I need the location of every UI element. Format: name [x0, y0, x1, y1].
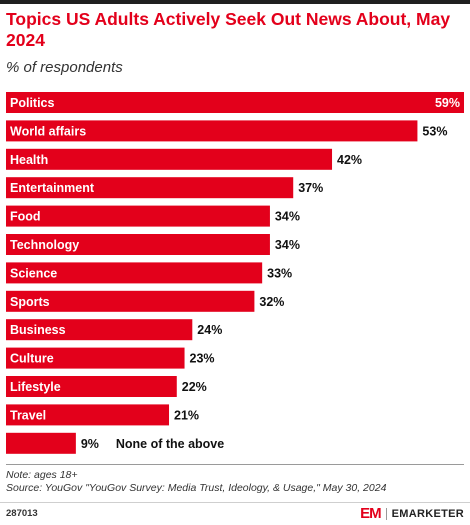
- note-divider: [6, 464, 464, 465]
- category-label-travel: Travel: [10, 408, 46, 422]
- value-label-technology: 34%: [275, 238, 300, 252]
- bar-lifestyle: [6, 376, 177, 397]
- bar-science: [6, 262, 263, 284]
- bar-culture: [6, 347, 185, 369]
- bar-world-affairs: [6, 120, 418, 142]
- value-label-culture: 23%: [190, 352, 215, 366]
- bar-chart: Politics 59% World affairs 53% Health 42% Ente…: [6, 92, 464, 454]
- chart-title: Topics US Adults Actively Seek Out News …: [6, 9, 451, 50]
- category-label-sports: Sports: [10, 295, 50, 309]
- logo-text: EMARKETER: [391, 507, 464, 520]
- value-label-health: 42%: [337, 153, 362, 167]
- value-label-entertainment: 37%: [298, 181, 323, 195]
- value-label-politics: 59%: [435, 96, 460, 110]
- chart-id: 287013: [6, 508, 38, 519]
- chart-source: Source: YouGov "YouGov Survey: Media Tru…: [6, 482, 387, 494]
- bar-business: [6, 319, 193, 341]
- value-label-sports: 32%: [259, 295, 284, 309]
- bar-food: [6, 205, 270, 227]
- category-label-politics: Politics: [10, 96, 55, 110]
- category-label-world-affairs: World affairs: [10, 124, 86, 138]
- value-label-food: 34%: [275, 210, 300, 224]
- bar-sports: [6, 290, 255, 312]
- chart-note: Note: ages 18+: [6, 469, 78, 481]
- bar-technology: [6, 234, 270, 255]
- footer-divider: [0, 502, 470, 503]
- bar-travel: [6, 404, 170, 426]
- category-label-business: Business: [10, 323, 66, 337]
- value-label-science: 33%: [267, 266, 292, 280]
- value-label-travel: 21%: [174, 408, 199, 422]
- category-label-health: Health: [10, 153, 48, 167]
- category-label-science: Science: [10, 266, 57, 280]
- category-label-technology: Technology: [10, 238, 79, 252]
- category-label-none-of-the-above: None of the above: [116, 437, 224, 451]
- logo-separator: [385, 507, 387, 520]
- category-label-lifestyle: Lifestyle: [10, 380, 61, 394]
- emarketer-logo: EM EMARKETER: [360, 505, 464, 522]
- category-label-entertainment: Entertainment: [10, 181, 95, 195]
- value-label-lifestyle: 22%: [182, 380, 207, 394]
- value-label-none-of-the-above: 9%: [81, 437, 99, 451]
- value-label-world-affairs: 53%: [422, 124, 447, 138]
- bar-none-of-the-above: [6, 432, 76, 454]
- top-rule: [0, 0, 470, 4]
- logo-mark: EM: [360, 505, 381, 522]
- value-label-business: 24%: [197, 323, 222, 337]
- bar-entertainment: [6, 177, 294, 199]
- bar-politics: [6, 92, 464, 113]
- category-label-food: Food: [10, 210, 41, 224]
- bar-health: [6, 148, 333, 170]
- category-label-culture: Culture: [10, 352, 54, 366]
- chart-subtitle: % of respondents: [6, 59, 123, 76]
